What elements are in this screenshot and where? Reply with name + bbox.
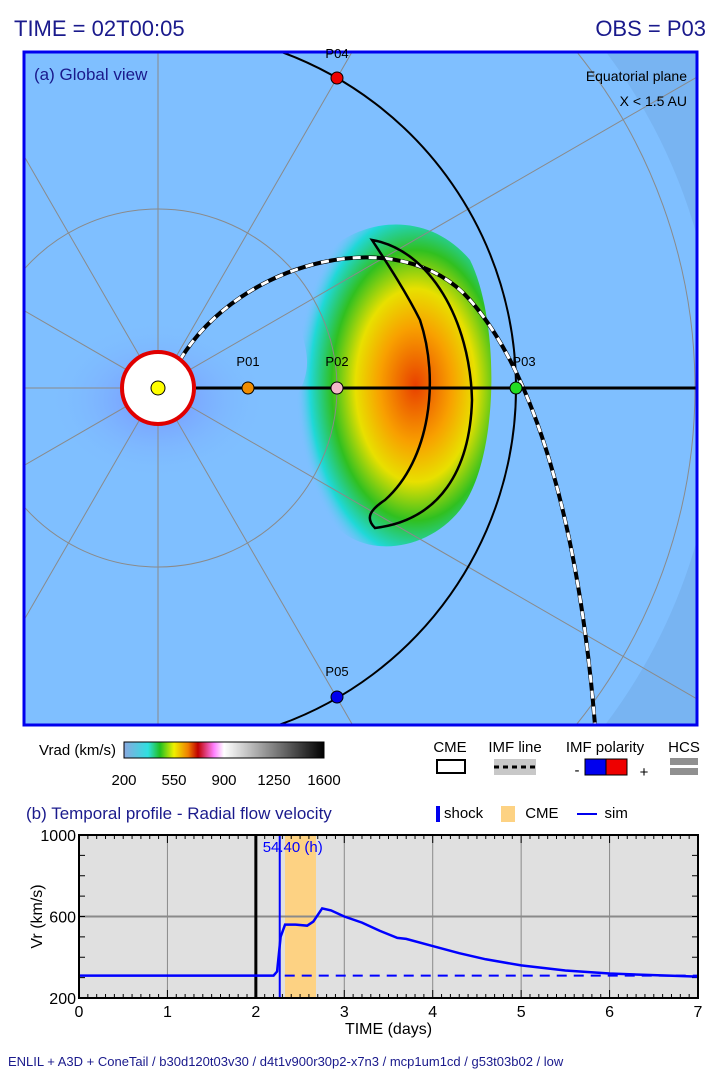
y-axis-label: Vr (km/s) xyxy=(29,884,46,948)
polarity-plus: + xyxy=(640,764,649,781)
global-view-map: P01 P02 P03 P04 P05 (a) Global view Equa… xyxy=(22,46,699,727)
point-p03 xyxy=(509,381,523,395)
legend-imf-polarity-label: IMF polarity xyxy=(566,739,645,756)
observer-label: OBS = P03 xyxy=(595,16,706,41)
x-axis-label: TIME (days) xyxy=(345,1021,432,1038)
colorbar-tick: 550 xyxy=(161,772,186,789)
panel-b-title: (b) Temporal profile - Radial flow veloc… xyxy=(26,804,332,823)
point-p05 xyxy=(330,690,344,704)
legend-hcs-label: HCS xyxy=(668,739,700,756)
shock-time-label: 54.40 (h) xyxy=(263,839,323,856)
x-tick-label: 3 xyxy=(340,1004,349,1021)
colorbar xyxy=(123,741,325,759)
polarity-minus: - xyxy=(575,762,580,779)
legends: Vrad (km/s) 200 550 900 1250 1600 CME IM… xyxy=(39,739,700,789)
x-tick-label: 5 xyxy=(517,1004,526,1021)
sun-icon xyxy=(150,380,166,396)
hcs-swatch xyxy=(670,768,698,775)
plot-frame xyxy=(78,834,699,999)
x-tick-label: 6 xyxy=(605,1004,614,1021)
point-label: P03 xyxy=(512,354,535,369)
legend-shock: shock xyxy=(444,805,484,822)
point-label: P02 xyxy=(325,354,348,369)
point-p02 xyxy=(330,381,344,395)
y-tick-label: 1000 xyxy=(40,828,76,845)
x-tick-label: 2 xyxy=(251,1004,260,1021)
outer-band-top xyxy=(606,52,697,236)
colorbar-tick: 900 xyxy=(211,772,236,789)
colorbar-tick: 1250 xyxy=(257,772,290,789)
plane-note: Equatorial plane xyxy=(586,68,687,84)
shock-legend-icon xyxy=(436,805,440,822)
point-p04 xyxy=(330,71,344,85)
legend-imf-line-label: IMF line xyxy=(488,739,541,756)
legend-sim: sim xyxy=(604,805,628,822)
colorbar-tick: 200 xyxy=(111,772,136,789)
cme-legend-swatch xyxy=(436,759,466,774)
x-tick-label: 0 xyxy=(75,1004,84,1021)
colorbar-tick: 1600 xyxy=(307,772,340,789)
cme-band-legend-icon xyxy=(501,805,516,822)
y-tick-label: 200 xyxy=(49,991,76,1008)
point-label: P01 xyxy=(236,354,259,369)
x-tick-label: 1 xyxy=(163,1004,172,1021)
footer-run-info: ENLIL + A3D + ConeTail / b30d120t03v30 /… xyxy=(8,1054,564,1069)
sim-legend-icon xyxy=(576,812,597,815)
x-tick-label: 4 xyxy=(428,1004,437,1021)
x-tick-label: 7 xyxy=(694,1004,703,1021)
point-label: P05 xyxy=(325,664,348,679)
point-p01 xyxy=(241,381,255,395)
point-label: P04 xyxy=(325,46,348,61)
time-label: TIME = 02T00:05 xyxy=(14,16,185,41)
y-tick-label: 600 xyxy=(49,910,76,927)
polarity-swatch xyxy=(605,758,628,776)
legend-cme-label: CME xyxy=(433,739,466,756)
outer-band-bottom xyxy=(605,540,697,725)
panel-a-title: (a) Global view xyxy=(34,65,148,84)
cme-outline xyxy=(368,238,474,530)
range-note: X < 1.5 AU xyxy=(620,93,687,109)
temporal-profile-chart: 54.40 (h) 0 1 2 3 4 5 6 7 200 600 1000 TIME (days) Vr… xyxy=(29,828,703,1038)
imf-line xyxy=(178,256,597,725)
colorbar-label: Vrad (km/s) xyxy=(39,742,116,759)
legend-cme: CME xyxy=(525,805,559,822)
sim-series-line xyxy=(79,906,699,978)
